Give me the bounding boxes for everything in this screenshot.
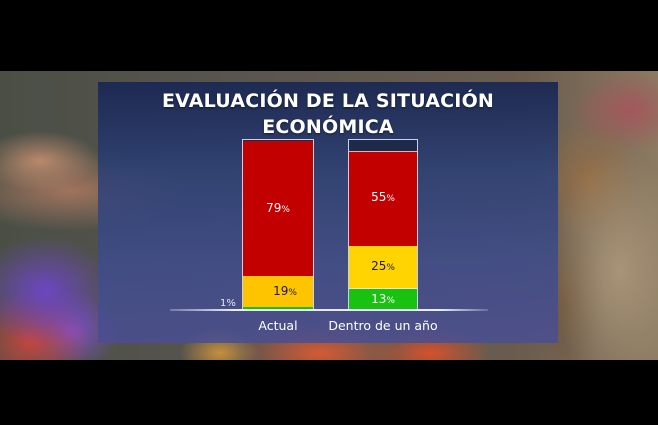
data-label-positive: 13%: [371, 292, 395, 306]
segment-no-answer: [349, 140, 417, 151]
segment-negative: 55%: [349, 151, 417, 247]
bar-actual: 79% 19%: [242, 139, 314, 310]
segment-no-answer: [243, 140, 313, 141]
data-label-negative: 55%: [371, 190, 395, 204]
x-axis-baseline: [170, 309, 488, 311]
segment-negative: 79%: [243, 141, 313, 276]
segment-neutral: 19%: [243, 276, 313, 307]
data-label-neutral: 19%: [273, 284, 297, 298]
category-label-actual: Actual: [258, 318, 298, 333]
category-label-dentro-de-un-ano: Dentro de un año: [328, 318, 438, 333]
chart-title: EVALUACIÓN DE LA SITUACIÓN ECONÓMICA: [161, 90, 495, 138]
segment-neutral: 25%: [349, 246, 417, 288]
data-label-neutral: 25%: [371, 259, 395, 273]
chart-panel: [98, 82, 558, 343]
data-label-positive-actual: 1%: [220, 298, 236, 309]
segment-positive: [243, 307, 313, 309]
data-label-negative: 79%: [266, 201, 290, 215]
bar-dentro-de-un-ano: 55% 25% 13%: [348, 139, 418, 310]
segment-positive: 13%: [349, 288, 417, 310]
